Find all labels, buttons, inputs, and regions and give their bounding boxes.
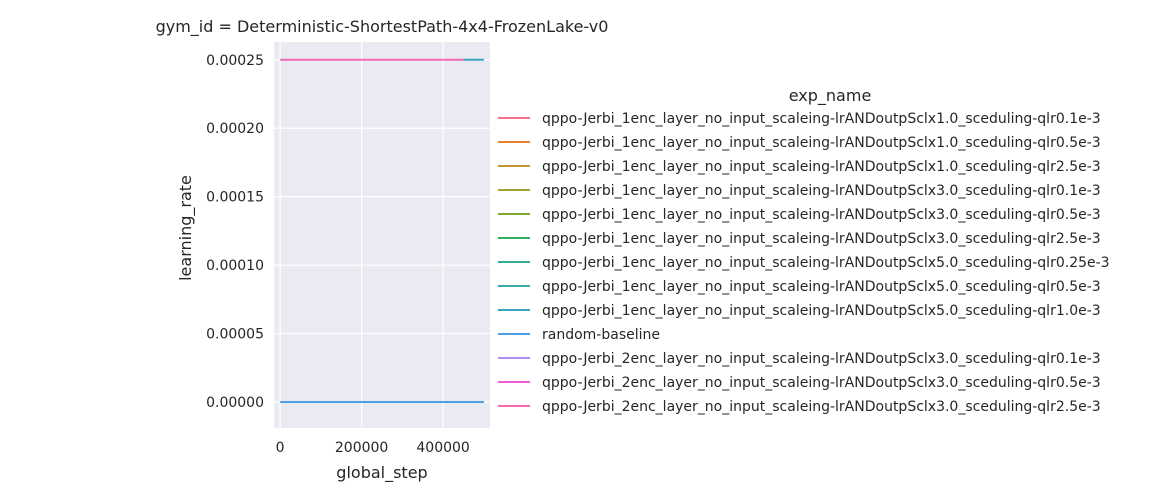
- legend: exp_name qppo-Jerbi_1enc_layer_no_input_…: [498, 86, 1110, 415]
- legend-label: qppo-Jerbi_1enc_layer_no_input_scaleing-…: [542, 231, 1101, 247]
- y-axis: 0.00000 0.00005 0.00010 0.00015 0.00020 0.000…: [206, 53, 264, 411]
- legend-label: qppo-Jerbi_1enc_layer_no_input_scaleing-…: [542, 255, 1110, 271]
- y-tick-label: 0.00020: [206, 121, 264, 137]
- y-tick-label: 0.00010: [206, 258, 264, 274]
- chart-title: gym_id = Deterministic-ShortestPath-4x4-…: [156, 17, 609, 37]
- y-tick-label: 0.00015: [206, 190, 264, 206]
- legend-items: qppo-Jerbi_1enc_layer_no_input_scaleing-…: [498, 111, 1110, 415]
- x-tick-label: 400000: [416, 440, 469, 456]
- legend-label: qppo-Jerbi_2enc_layer_no_input_scaleing-…: [542, 351, 1101, 367]
- x-tick-label: 200000: [335, 440, 388, 456]
- y-tick-label: 0.00000: [206, 395, 264, 411]
- legend-label: qppo-Jerbi_1enc_layer_no_input_scaleing-…: [542, 279, 1101, 295]
- legend-label: qppo-Jerbi_2enc_layer_no_input_scaleing-…: [542, 399, 1101, 415]
- legend-title: exp_name: [789, 86, 872, 106]
- y-tick-label: 0.00005: [206, 327, 264, 343]
- legend-label: qppo-Jerbi_2enc_layer_no_input_scaleing-…: [542, 375, 1101, 391]
- legend-label: qppo-Jerbi_1enc_layer_no_input_scaleing-…: [542, 159, 1101, 175]
- legend-label: qppo-Jerbi_1enc_layer_no_input_scaleing-…: [542, 207, 1101, 223]
- legend-label: random-baseline: [542, 327, 660, 343]
- legend-label: qppo-Jerbi_1enc_layer_no_input_scaleing-…: [542, 303, 1101, 319]
- plot-area: [274, 42, 490, 428]
- y-tick-label: 0.00025: [206, 53, 264, 69]
- series-layer: [280, 58, 484, 403]
- x-tick-label: 0: [276, 440, 285, 456]
- legend-label: qppo-Jerbi_1enc_layer_no_input_scaleing-…: [542, 111, 1101, 127]
- x-axis-label: global_step: [336, 463, 427, 483]
- x-axis: 0 200000 400000: [276, 440, 470, 456]
- y-axis-label: learning_rate: [176, 175, 196, 281]
- legend-label: qppo-Jerbi_1enc_layer_no_input_scaleing-…: [542, 135, 1101, 151]
- legend-label: qppo-Jerbi_1enc_layer_no_input_scaleing-…: [542, 183, 1101, 199]
